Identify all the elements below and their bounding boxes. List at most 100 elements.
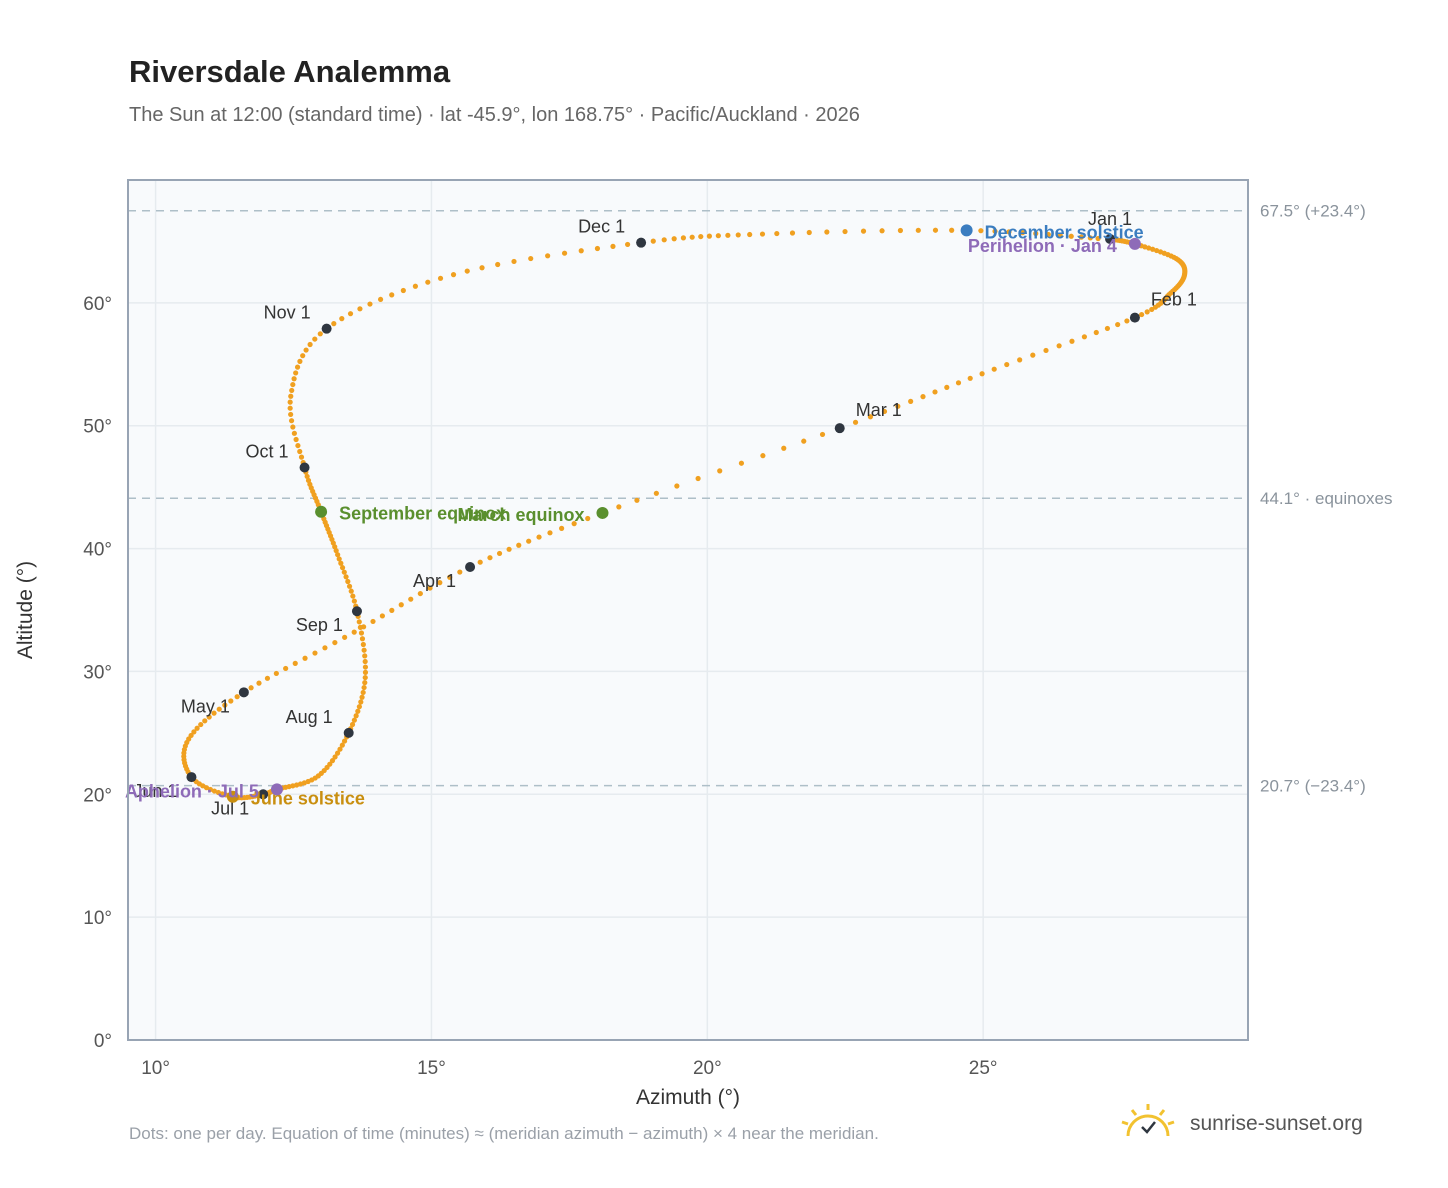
- event-label: March equinox: [457, 505, 584, 525]
- daily-dot: [624, 241, 631, 248]
- y-tick-label: 30°: [83, 662, 112, 683]
- daily-dot: [689, 234, 695, 240]
- brand-logo[interactable]: sunrise-sunset.org: [1120, 1100, 1420, 1150]
- month-marker-label: Oct 1: [246, 441, 289, 461]
- daily-dot: [447, 574, 453, 580]
- daily-dot: [206, 714, 212, 720]
- daily-dot: [417, 590, 423, 597]
- daily-dot: [338, 560, 344, 566]
- daily-dot: [361, 647, 367, 653]
- daily-dot: [370, 618, 376, 625]
- daily-dot: [561, 250, 568, 256]
- daily-dot: [331, 321, 337, 327]
- daily-dot: [1144, 309, 1150, 315]
- daily-dot: [1154, 247, 1160, 254]
- daily-dot: [661, 237, 667, 243]
- month-marker-label: Sep 1: [296, 615, 343, 635]
- daily-dot: [867, 414, 874, 420]
- daily-dot: [932, 227, 939, 233]
- daily-dot: [1030, 352, 1036, 358]
- daily-dot: [358, 630, 365, 636]
- brand-name: sunrise-sunset.org: [1190, 1112, 1363, 1135]
- daily-dot: [978, 228, 984, 234]
- month-marker-label: May 1: [181, 696, 230, 716]
- daily-dot: [294, 364, 301, 370]
- daily-dot: [1056, 343, 1062, 349]
- daily-dot: [339, 316, 345, 322]
- daily-dot: [362, 669, 369, 675]
- daily-dot: [291, 376, 297, 382]
- y-tick-label: 50°: [83, 417, 112, 438]
- daily-dot: [303, 347, 309, 353]
- month-marker-label: Dec 1: [578, 217, 625, 237]
- y-tick-label: 20°: [83, 785, 112, 806]
- daily-dot: [781, 445, 787, 451]
- daily-dot: [288, 411, 294, 418]
- daily-dot: [671, 236, 677, 242]
- reference-line-label: 67.5° (+23.4°): [1260, 202, 1366, 221]
- daily-dot: [495, 261, 501, 268]
- daily-dot: [339, 742, 345, 748]
- daily-dot: [332, 639, 338, 646]
- daily-dot: [653, 490, 659, 496]
- daily-dot: [362, 653, 368, 659]
- daily-dot: [389, 292, 395, 298]
- daily-dot: [289, 387, 295, 394]
- daily-dot: [979, 371, 985, 377]
- daily-dot: [967, 375, 973, 381]
- daily-dot: [293, 436, 299, 443]
- daily-dot: [292, 660, 298, 666]
- daily-dot: [747, 231, 753, 238]
- daily-dot: [359, 694, 365, 700]
- daily-dot: [322, 645, 328, 651]
- daily-dot: [992, 228, 998, 234]
- daily-dot: [920, 394, 926, 400]
- daily-dot: [312, 650, 318, 656]
- daily-dot: [1057, 232, 1063, 238]
- daily-dot: [342, 634, 348, 640]
- daily-dot: [674, 483, 680, 489]
- daily-dot: [398, 602, 404, 608]
- daily-dot: [610, 243, 616, 249]
- y-tick-label: 40°: [83, 540, 112, 561]
- daily-dot: [361, 684, 367, 691]
- daily-dot: [506, 546, 512, 552]
- month-marker: [321, 323, 332, 334]
- daily-dot: [389, 607, 395, 613]
- daily-dot: [698, 233, 704, 240]
- daily-dot: [427, 585, 433, 591]
- daily-dot: [202, 718, 208, 724]
- daily-dot: [516, 542, 522, 548]
- daily-dot: [1017, 357, 1023, 363]
- event-label: Perihelion · Jan 4: [968, 236, 1117, 256]
- daily-dot: [450, 272, 457, 278]
- daily-dot: [1081, 334, 1088, 340]
- month-marker: [1129, 312, 1140, 323]
- daily-dot: [357, 306, 363, 312]
- daily-dot: [194, 725, 200, 731]
- daily-dot: [852, 419, 859, 425]
- daily-dot: [400, 287, 406, 294]
- daily-dot: [228, 698, 234, 704]
- daily-dot: [915, 227, 921, 233]
- daily-dot: [1104, 325, 1111, 332]
- month-marker: [1105, 233, 1116, 244]
- daily-dot: [351, 717, 357, 723]
- month-marker: [834, 423, 845, 434]
- sun-logo-icon: [1121, 1104, 1175, 1137]
- reference-line-label: 44.1° · equinoxes: [1260, 489, 1393, 508]
- daily-dot: [715, 233, 721, 239]
- daily-dot: [594, 245, 601, 252]
- daily-dot: [695, 475, 701, 482]
- event-marker: [226, 790, 239, 803]
- daily-dot: [1087, 235, 1093, 241]
- daily-dot: [367, 301, 373, 307]
- month-marker-label: Feb 1: [1151, 290, 1197, 310]
- daily-dot: [302, 655, 308, 661]
- daily-dot: [288, 418, 295, 424]
- daily-dot: [408, 596, 414, 602]
- chart-subtitle: The Sun at 12:00 (standard time) · lat -…: [129, 104, 860, 126]
- daily-dot: [336, 556, 342, 562]
- month-marker-label: Nov 1: [264, 303, 311, 323]
- daily-dot: [536, 534, 542, 540]
